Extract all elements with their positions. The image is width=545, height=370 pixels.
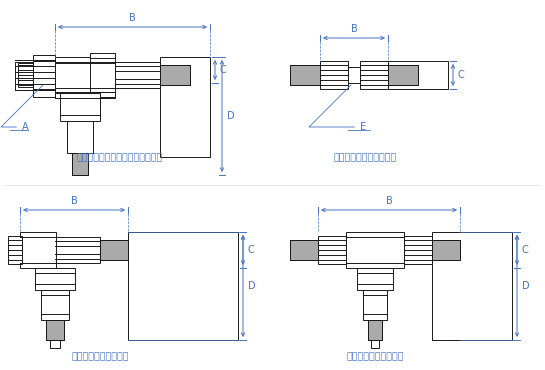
Bar [388,65,418,85]
Bar [160,65,190,85]
Bar [55,237,100,263]
Bar [72,153,88,175]
Bar [348,67,360,83]
Bar [100,240,128,260]
Bar [50,340,60,348]
Bar [8,236,22,264]
Bar [318,236,346,264]
Bar [368,320,382,340]
Bar [388,61,448,89]
Bar [290,65,320,85]
Text: E: E [309,85,366,132]
Text: C: C [220,65,227,75]
Bar [290,65,320,85]
Text: B: B [350,24,358,34]
Bar [432,240,460,260]
Bar [20,232,56,268]
Bar [72,153,88,175]
Bar [357,268,393,290]
Bar [100,240,128,260]
Bar [371,340,379,348]
Bar [90,53,115,97]
Bar [115,62,160,88]
Bar [55,57,115,93]
Bar [33,60,55,90]
Bar [46,320,64,340]
Bar [46,320,64,340]
Bar [35,268,75,290]
Text: ＳＴＬ：スタッドチーズ（Ｌ型）: ＳＴＬ：スタッドチーズ（Ｌ型） [77,154,163,162]
Bar [360,61,388,89]
Text: C: C [458,70,465,80]
Bar [388,65,418,85]
Text: D: D [227,111,235,121]
Text: ＥＬ：イコールエルボ: ＥＬ：イコールエルボ [71,353,129,361]
Text: B: B [386,196,392,206]
Bar [33,55,55,97]
Bar [160,57,210,157]
Bar [363,290,387,320]
Bar [15,62,33,90]
Bar [41,290,69,320]
Bar [33,61,55,89]
Bar [432,240,460,260]
Bar [128,232,238,340]
Bar [55,58,115,98]
Bar [432,232,512,340]
Bar [368,320,382,340]
Text: B: B [129,13,136,23]
Bar [67,121,93,153]
Bar [160,65,190,85]
Bar [290,240,318,260]
Text: A: A [1,85,43,132]
Text: C: C [522,245,529,255]
Text: D: D [522,281,530,291]
Bar [290,240,318,260]
Bar [18,63,33,87]
Text: B: B [71,196,77,206]
Bar [55,58,115,98]
Text: C: C [248,245,255,255]
Bar [320,61,348,89]
Bar [404,236,432,264]
Text: D: D [248,281,256,291]
Bar [60,93,100,121]
Text: ＥＴ：イコールチーズ: ＥＴ：イコールチーズ [346,353,404,361]
Bar [346,232,404,268]
Text: ＥＵ：イコールユニオン: ＥＵ：イコールユニオン [334,154,397,162]
